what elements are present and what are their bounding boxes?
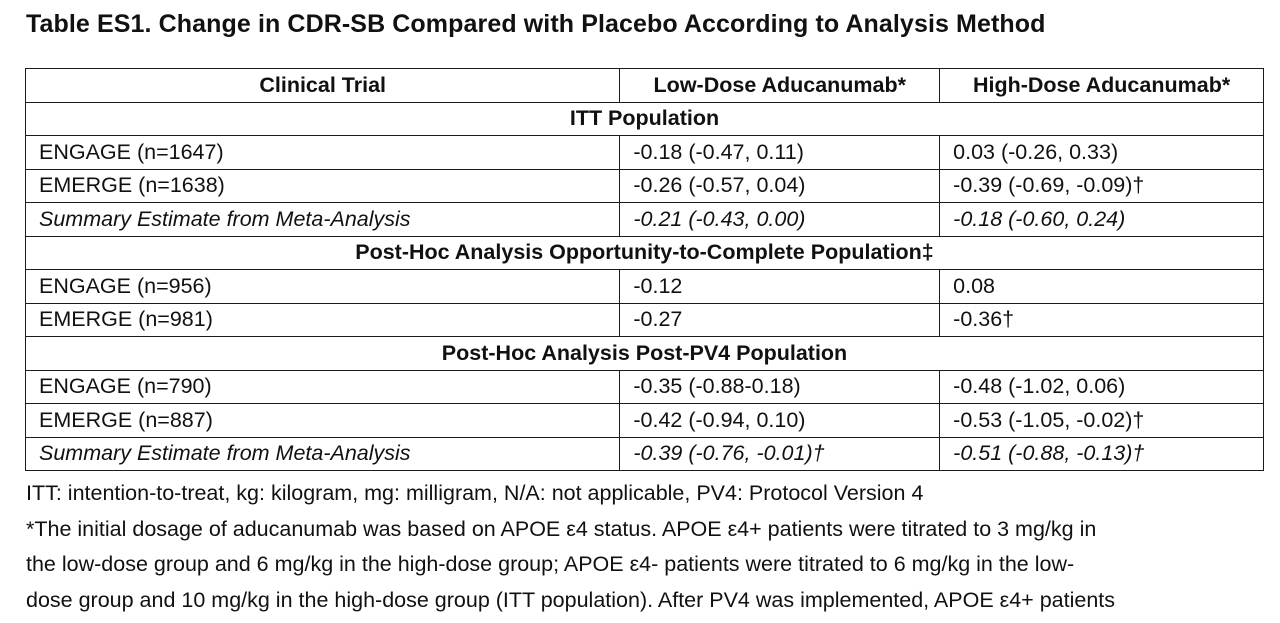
low-dose-cell: -0.39 (-0.76, -0.01)† bbox=[619, 436, 941, 471]
table-row: EMERGE (n=887) -0.42 (-0.94, 0.10) -0.53… bbox=[24, 403, 1264, 438]
trial-cell: EMERGE (n=981) bbox=[24, 302, 621, 337]
low-dose-cell: -0.26 (-0.57, 0.04) bbox=[619, 168, 941, 203]
summary-row: Summary Estimate from Meta-Analysis -0.2… bbox=[24, 202, 1264, 237]
high-dose-cell: 0.08 bbox=[939, 269, 1264, 304]
high-dose-cell: 0.03 (-0.26, 0.33) bbox=[939, 135, 1264, 170]
section-label-opportunity-to-complete: Post-Hoc Analysis Opportunity-to-Complet… bbox=[25, 235, 1264, 270]
results-table: Clinical Trial Low-Dose Aducanumab* High… bbox=[24, 68, 1264, 471]
summary-row: Summary Estimate from Meta-Analysis -0.3… bbox=[24, 436, 1264, 471]
trial-cell: ENGAGE (n=790) bbox=[24, 369, 621, 404]
section-label-itt: ITT Population bbox=[25, 101, 1264, 136]
high-dose-cell: -0.48 (-1.02, 0.06) bbox=[939, 369, 1264, 404]
column-header-low-dose: Low-Dose Aducanumab* bbox=[619, 68, 941, 103]
high-dose-cell: -0.36† bbox=[939, 302, 1264, 337]
table-row: ENGAGE (n=1647) -0.18 (-0.47, 0.11) 0.03… bbox=[24, 135, 1264, 170]
trial-cell: Summary Estimate from Meta-Analysis bbox=[24, 202, 621, 237]
table-row: ENGAGE (n=956) -0.12 0.08 bbox=[24, 269, 1264, 304]
low-dose-cell: -0.27 bbox=[619, 302, 941, 337]
table-body: ITT Population ENGAGE (n=1647) -0.18 (-0… bbox=[24, 101, 1264, 471]
low-dose-cell: -0.18 (-0.47, 0.11) bbox=[619, 135, 941, 170]
header-row: Clinical Trial Low-Dose Aducanumab* High… bbox=[24, 68, 1264, 103]
low-dose-cell: -0.35 (-0.88-0.18) bbox=[619, 369, 941, 404]
table-footnotes: ITT: intention-to-treat, kg: kilogram, m… bbox=[26, 476, 1266, 618]
table-row: EMERGE (n=981) -0.27 -0.36† bbox=[24, 302, 1264, 337]
low-dose-cell: -0.12 bbox=[619, 269, 941, 304]
dosage-note-line: dose group and 10 mg/kg in the high-dose… bbox=[26, 587, 1116, 612]
trial-cell: ENGAGE (n=1647) bbox=[24, 135, 621, 170]
high-dose-cell: -0.53 (-1.05, -0.02)† bbox=[939, 403, 1264, 438]
low-dose-cell: -0.21 (-0.43, 0.00) bbox=[619, 202, 941, 237]
table-row: ENGAGE (n=790) -0.35 (-0.88-0.18) -0.48 … bbox=[24, 369, 1264, 404]
high-dose-cell: -0.18 (-0.60, 0.24) bbox=[939, 202, 1264, 237]
column-header-clinical-trial: Clinical Trial bbox=[24, 68, 621, 103]
abbreviations-note: ITT: intention-to-treat, kg: kilogram, m… bbox=[26, 481, 924, 505]
dosage-note-line: *The initial dosage of aducanumab was ba… bbox=[26, 516, 1097, 541]
trial-cell: ENGAGE (n=956) bbox=[24, 269, 621, 304]
trial-cell: Summary Estimate from Meta-Analysis bbox=[24, 436, 621, 471]
section-row: Post-Hoc Analysis Opportunity-to-Complet… bbox=[25, 235, 1264, 270]
table-row: EMERGE (n=1638) -0.26 (-0.57, 0.04) -0.3… bbox=[24, 168, 1264, 203]
column-header-high-dose: High-Dose Aducanumab* bbox=[939, 68, 1264, 103]
trial-cell: EMERGE (n=887) bbox=[24, 403, 621, 438]
section-row: ITT Population bbox=[25, 101, 1264, 136]
high-dose-cell: -0.51 (-0.88, -0.13)† bbox=[939, 436, 1264, 471]
high-dose-cell: -0.39 (-0.69, -0.09)† bbox=[939, 168, 1264, 203]
trial-cell: EMERGE (n=1638) bbox=[24, 168, 621, 203]
section-label-post-pv4: Post-Hoc Analysis Post-PV4 Population bbox=[25, 336, 1264, 371]
section-row: Post-Hoc Analysis Post-PV4 Population bbox=[25, 336, 1264, 371]
table-title: Table ES1. Change in CDR-SB Compared wit… bbox=[26, 10, 1046, 38]
low-dose-cell: -0.42 (-0.94, 0.10) bbox=[619, 403, 941, 438]
dosage-note-line: the low-dose group and 6 mg/kg in the hi… bbox=[26, 552, 1075, 576]
